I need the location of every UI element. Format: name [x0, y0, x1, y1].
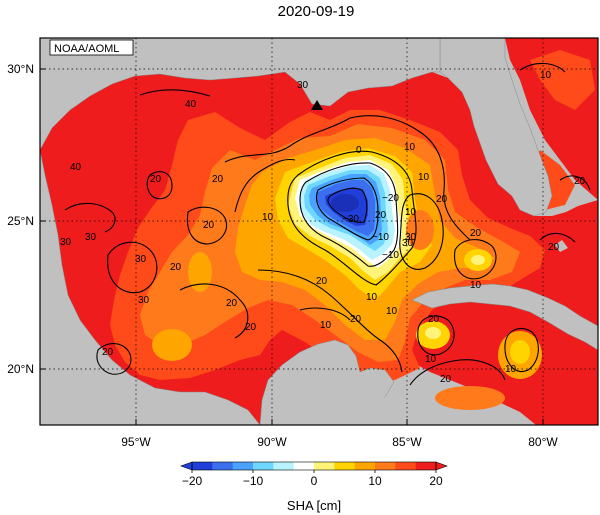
land-keys	[516, 150, 526, 162]
contour-label: 30	[402, 238, 414, 249]
lon-label: 95°W	[121, 435, 151, 449]
colorbar-tick-label: 0	[311, 474, 318, 488]
contour-label: 20	[350, 314, 362, 325]
land-cuba	[411, 283, 598, 351]
map-frame	[39, 37, 599, 426]
map-panel: 40 30 40 30 20 10 20 0 10 10 20 −20 −30 …	[40, 38, 598, 425]
contour-label: 20	[170, 262, 182, 273]
contour-label: 30	[138, 295, 150, 306]
contour-label: 20	[102, 347, 114, 358]
contour-label: −10	[372, 232, 389, 243]
contour-label: 30	[135, 254, 147, 265]
contour-label: 10	[386, 306, 398, 317]
colorbar-title: SHA [cm]	[287, 498, 341, 513]
contour-label: 10	[505, 364, 517, 375]
contour-label: 10	[425, 354, 437, 365]
colorbar-segment	[212, 462, 234, 470]
land-mexico	[40, 149, 261, 425]
lon-label: 85°W	[392, 435, 422, 449]
field-caribbean-orange	[435, 386, 505, 410]
contour-label: 0	[356, 145, 362, 156]
colorbar	[180, 461, 448, 473]
contour-label: 10	[540, 70, 552, 81]
contour-label: −10	[382, 250, 399, 261]
contour-label: 10	[470, 280, 482, 291]
contour-label: 20	[428, 314, 440, 325]
contour-label: 20	[440, 374, 452, 385]
contour-label: 30	[405, 232, 417, 243]
colorbar-tick-label: −20	[182, 474, 203, 488]
contour-label: 10	[320, 320, 332, 331]
contour-label: 30	[85, 232, 97, 243]
field-core	[331, 194, 359, 212]
atlantic-orange2	[530, 50, 595, 110]
colorbar-tick-label: 20	[429, 474, 443, 488]
lat-label: 20°N	[7, 362, 34, 376]
contour-label: 10	[366, 292, 378, 303]
colorbar-max-arrow	[435, 461, 448, 471]
eddy-darkorange-east	[406, 210, 434, 250]
eddy-orange-westcentral	[188, 252, 212, 292]
contour-label: 40	[70, 162, 82, 173]
station-marker	[311, 100, 323, 110]
map-title: 2020-09-19	[278, 3, 355, 20]
lon-label: 80°W	[528, 435, 558, 449]
contour-label: 20	[548, 242, 560, 253]
contour-label: 10	[405, 207, 417, 218]
lat-label: 30°N	[7, 62, 34, 76]
colorbar-segment	[314, 462, 335, 470]
land-bahamas	[555, 240, 568, 252]
colorbar-segment	[273, 462, 295, 470]
credit-text: NOAA/AOML	[54, 43, 119, 55]
contour-label-group: 40 30 40 30 20 10 20 0 10 10 20 −20 −30 …	[60, 70, 586, 385]
contour-label: 20	[436, 194, 448, 205]
lat-label: 25°N	[7, 214, 34, 228]
eddy-gold-southeast	[510, 340, 530, 364]
colorbar-segment	[192, 462, 213, 470]
contour-label: 20	[245, 322, 257, 333]
land-us-coast	[40, 38, 441, 151]
colorbar-segment	[334, 462, 356, 470]
contour-label: −30	[342, 214, 359, 225]
contour-label: 20	[150, 174, 162, 185]
land-florida	[439, 38, 553, 217]
contour-label: 20	[203, 220, 215, 231]
colorbar-tick-label: −10	[243, 474, 264, 488]
contour-label: 10	[404, 142, 416, 153]
contour-label: 10	[418, 172, 430, 183]
contour-label: 20	[470, 228, 482, 239]
eddy-yellow-east-core	[471, 255, 485, 265]
colorbar-tick-label: 10	[368, 474, 382, 488]
colorbar-segment	[354, 462, 376, 470]
contour-label: 20	[212, 174, 224, 185]
contour-label: 20	[574, 176, 586, 187]
colorbar-segment	[232, 462, 254, 470]
eddy-orange-west	[152, 329, 192, 361]
colorbar-segment	[395, 462, 417, 470]
land-central-america	[365, 384, 408, 425]
colorbar-segment	[253, 462, 274, 470]
colorbar-segment	[375, 462, 396, 470]
contour-label: 20	[316, 276, 328, 287]
colorbar-segment	[415, 462, 437, 470]
contour-label: 30	[60, 237, 72, 248]
contour-label: 40	[185, 99, 197, 110]
colorbar-min-arrow	[180, 461, 193, 471]
colorbar-segment	[293, 462, 315, 470]
eddy-yellow-south-core	[425, 327, 441, 339]
gridlines	[40, 38, 598, 425]
tick-marks	[40, 68, 544, 425]
contour-label: −20	[382, 193, 399, 204]
credit-box	[49, 39, 134, 56]
contour-label: 10	[262, 212, 274, 223]
contour-label: 20	[375, 210, 387, 221]
lon-label: 90°W	[257, 435, 287, 449]
contour-label: 30	[297, 80, 309, 91]
contour-lines	[64, 62, 591, 386]
contour-label: 20	[226, 298, 238, 309]
